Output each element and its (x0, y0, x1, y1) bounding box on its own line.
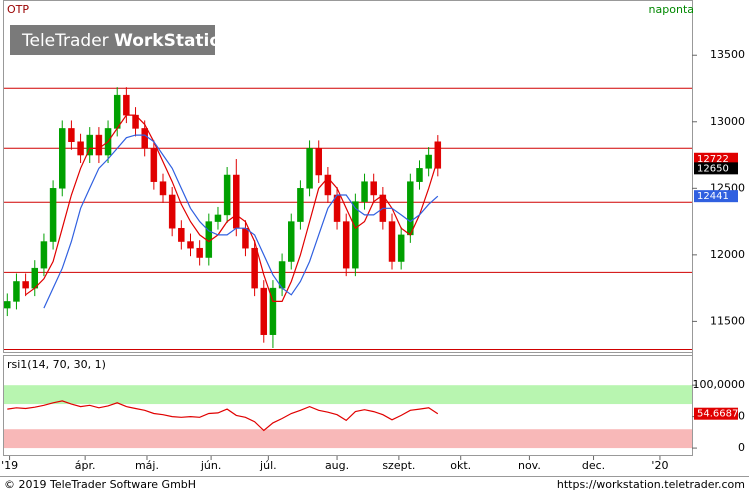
value-label: 12441 (697, 191, 729, 202)
candle-body (40, 241, 48, 269)
candle-body (159, 181, 167, 196)
candle-body (22, 281, 29, 289)
candle-body (370, 181, 377, 196)
candle-body (150, 148, 158, 182)
chart-title: OTP (7, 3, 29, 16)
x-tick-label: szept. (382, 459, 415, 472)
x-tick-label: nov. (518, 459, 541, 472)
candle-body (4, 301, 11, 309)
candle-body (288, 221, 295, 262)
candle-body (407, 181, 414, 236)
candle-body (242, 227, 249, 249)
logo: TeleTrader WorkStation (21, 31, 233, 51)
candle-body (113, 94, 121, 129)
value-label: 12722 (697, 154, 729, 165)
candle-body (123, 94, 130, 116)
x-tick-label: jún. (200, 459, 222, 472)
candle-body (260, 287, 268, 335)
candle-body (352, 201, 359, 269)
value-label: 12650 (697, 163, 729, 174)
x-tick-label: dec. (582, 459, 605, 472)
logo-text: TeleTrader (21, 31, 109, 51)
candle-body (306, 148, 313, 189)
rsi-line (7, 400, 439, 432)
candle-body (95, 134, 103, 156)
y-tick-label: 11500 (710, 314, 745, 327)
value-box (694, 162, 738, 175)
candle-body (434, 141, 442, 169)
candle-body (178, 227, 185, 242)
x-tick-label: júl. (259, 459, 277, 472)
url: https://workstation.teletrader.com (557, 478, 745, 491)
y-tick-label: 0 (738, 441, 745, 454)
candle-body (59, 128, 66, 189)
value-box (694, 190, 738, 203)
candle-body (269, 287, 277, 335)
rsi-band (4, 385, 692, 405)
x-tick-label: '20 (651, 459, 668, 472)
candle-body (168, 194, 176, 229)
candle-body (77, 141, 84, 156)
candle-body (297, 188, 304, 222)
value-box (694, 152, 738, 165)
rsi-band (4, 429, 692, 449)
candle-body (187, 241, 194, 249)
y-tick-label: 100,0000 (693, 378, 746, 391)
value-label: 54.6687 (697, 409, 738, 420)
y-tick-label: 13500 (710, 48, 745, 61)
x-tick-label: máj. (135, 459, 159, 472)
candle-body (425, 154, 432, 169)
value-box (694, 407, 738, 420)
logo-box (10, 25, 215, 55)
candle-body (233, 174, 240, 229)
indicator-line (25, 114, 439, 302)
candle-body (324, 174, 332, 196)
candle-body (214, 214, 222, 222)
rsi-title: rsi1(14, 70, 30, 1) (7, 358, 106, 371)
candle-body (196, 247, 203, 258)
candle-body (251, 247, 258, 289)
candle-body (86, 134, 93, 156)
candle-body (13, 281, 20, 302)
candle-body (416, 168, 423, 182)
candle-body (388, 221, 396, 262)
x-tick-label: aug. (325, 459, 349, 472)
candle-body (361, 181, 368, 202)
indicator-line (43, 134, 439, 309)
x-tick-label: okt. (450, 459, 471, 472)
y-tick-label: 13000 (710, 115, 745, 128)
y-tick-label: 12000 (710, 248, 745, 261)
interval: naponta (649, 3, 694, 16)
candle-body (68, 128, 75, 142)
copyright: © 2019 TeleTrader Software GmbH (4, 478, 196, 491)
candle-body (141, 128, 148, 149)
candle-body (397, 234, 405, 262)
candle-body (342, 221, 350, 269)
x-tick-label: ápr. (75, 459, 96, 472)
candle-body (49, 188, 57, 242)
candle-body (223, 174, 231, 216)
logo-text: WorkStation (114, 31, 233, 51)
x-tick-label: '19 (1, 459, 18, 472)
candle-body (315, 148, 322, 176)
